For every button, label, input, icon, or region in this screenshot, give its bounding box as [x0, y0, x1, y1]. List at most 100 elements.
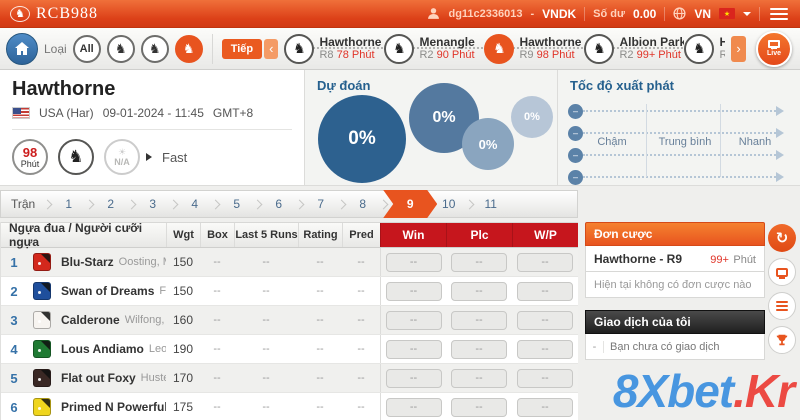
- wp-odds-button[interactable]: --: [517, 397, 573, 417]
- col-header-pred[interactable]: Pred: [342, 223, 380, 247]
- col-header-last5[interactable]: Last 5 Runs: [234, 223, 298, 247]
- lane-marker-icon: –: [568, 125, 583, 141]
- tab-race-11[interactable]: 11: [484, 197, 497, 211]
- win-odds-button[interactable]: --: [385, 368, 442, 388]
- scroll-left-button[interactable]: ‹: [264, 38, 279, 59]
- race-card-1[interactable]: ♞ Hawthorne R8 78 Phút: [284, 28, 384, 70]
- chevron-down-icon[interactable]: [743, 11, 751, 16]
- brand-logo[interactable]: ♞ RCB988: [10, 5, 98, 23]
- last5-value: --: [262, 256, 270, 268]
- jockey-silks: [33, 398, 51, 416]
- leaderboard-button[interactable]: [768, 326, 796, 354]
- tab-separator: [126, 199, 137, 209]
- horse-name[interactable]: Lous Andiamo: [61, 342, 144, 356]
- race-track-name: Menangle: [419, 35, 475, 49]
- countdown-value: 98: [22, 144, 38, 160]
- win-odds-button[interactable]: --: [385, 310, 442, 330]
- col-header-rating[interactable]: Rating: [298, 223, 342, 247]
- speed-label-medium: Trung bình: [658, 136, 712, 148]
- rating-value: --: [316, 256, 324, 268]
- tab-race-10[interactable]: 10: [442, 197, 456, 211]
- wp-odds-button[interactable]: --: [517, 310, 573, 330]
- username[interactable]: dg11c2336013: [448, 7, 523, 20]
- wp-odds-button[interactable]: --: [517, 368, 573, 388]
- tab-race-4[interactable]: 4: [191, 197, 199, 211]
- wp-odds-button[interactable]: --: [517, 339, 573, 359]
- tab-race-7[interactable]: 7: [317, 197, 325, 211]
- tab-race-3[interactable]: 3: [149, 197, 157, 211]
- results-list-button[interactable]: [768, 292, 796, 320]
- horse-name[interactable]: Primed N Powerful: [61, 400, 166, 414]
- divider: [646, 104, 647, 177]
- watermark-suffix: .Kr: [733, 365, 795, 417]
- arrow-right-icon: [776, 128, 784, 138]
- filter-harness-button[interactable]: ♞: [174, 34, 203, 63]
- plc-odds-button[interactable]: --: [451, 339, 507, 359]
- plc-odds-button[interactable]: --: [451, 397, 507, 417]
- lane-marker-icon: –: [568, 169, 583, 185]
- home-button[interactable]: [6, 32, 38, 65]
- bet-slip-empty-message: Hiện tại không có đơn cược nào: [585, 272, 765, 298]
- plc-odds-button[interactable]: --: [451, 310, 507, 330]
- race-track-name: Hawthorne: [319, 35, 382, 49]
- tab-race-5[interactable]: 5: [233, 197, 241, 211]
- tab-race-1[interactable]: 1: [65, 197, 73, 211]
- race-card-3-active[interactable]: ♞ Hawthorne R9 98 Phút: [484, 28, 584, 70]
- horse-name[interactable]: Flat out Foxy: [61, 371, 136, 385]
- tab-race-8[interactable]: 8: [359, 197, 367, 211]
- track-condition: Fast: [162, 149, 188, 165]
- next-races-button[interactable]: Tiếp: [221, 38, 263, 59]
- horse-name[interactable]: Blu-Starz: [61, 255, 114, 269]
- col-header-win[interactable]: Win: [380, 223, 446, 247]
- horse-name[interactable]: Calderone: [61, 313, 120, 327]
- race-card-4[interactable]: ♞ Albion Park R2 99+ Phút: [584, 28, 684, 70]
- lane-marker-icon: –: [568, 147, 583, 163]
- win-odds-button[interactable]: --: [385, 252, 442, 272]
- race-number: R9: [519, 49, 534, 61]
- plc-odds-button[interactable]: --: [451, 368, 507, 388]
- win-odds-button[interactable]: --: [385, 397, 442, 417]
- last5-value: --: [262, 314, 270, 326]
- balance-value[interactable]: 0.00: [632, 6, 657, 21]
- wp-odds-button[interactable]: --: [517, 281, 573, 301]
- col-header-box[interactable]: Box: [200, 223, 234, 247]
- win-odds-button[interactable]: --: [385, 339, 442, 359]
- live-label: Live: [766, 50, 781, 57]
- box-value: --: [213, 314, 221, 326]
- user-icon: [428, 8, 440, 19]
- menu-button[interactable]: [768, 6, 790, 22]
- box-value: --: [213, 343, 221, 355]
- live-button[interactable]: Live: [756, 30, 792, 67]
- currency-code[interactable]: VNDK: [542, 6, 577, 21]
- col-header-wgt[interactable]: Wgt: [166, 223, 200, 247]
- race-card-5[interactable]: ♞ Hawthorne R10 99+ Phút: [684, 28, 725, 70]
- weight-value: 190: [172, 342, 194, 356]
- horse-name[interactable]: Swan of Dreams: [61, 284, 155, 298]
- last5-value: --: [262, 372, 270, 384]
- jockey-name: Husted, ...: [140, 372, 166, 384]
- filter-all-button[interactable]: All: [72, 34, 101, 63]
- tab-race-2[interactable]: 2: [107, 197, 115, 211]
- win-odds-button[interactable]: --: [385, 281, 442, 301]
- plc-odds-button[interactable]: --: [451, 281, 507, 301]
- tab-race-6[interactable]: 6: [275, 197, 283, 211]
- scroll-right-button[interactable]: ›: [731, 35, 746, 62]
- col-header-wp[interactable]: W/P: [512, 223, 578, 247]
- language-code[interactable]: VN: [694, 6, 711, 21]
- home-icon: [15, 42, 29, 55]
- wp-odds-button[interactable]: --: [517, 252, 573, 272]
- filter-greyhound-button[interactable]: ♞: [140, 34, 169, 63]
- bet-slip-race-name: Hawthorne - R9: [594, 251, 683, 266]
- col-header-horse[interactable]: Ngựa đua / Người cưỡi ngựa: [9, 221, 143, 249]
- tab-race-9-active[interactable]: 9: [383, 190, 437, 218]
- filter-thoroughbred-button[interactable]: ♞: [106, 34, 135, 63]
- vietnam-flag-icon[interactable]: ★: [719, 8, 735, 19]
- horse-logo-icon: ♞: [10, 5, 30, 22]
- bet-slip-race-row: Hawthorne - R9 99+ Phút: [585, 246, 765, 272]
- refresh-button[interactable]: ↻: [768, 224, 796, 252]
- rating-value: --: [316, 343, 324, 355]
- plc-odds-button[interactable]: --: [451, 252, 507, 272]
- race-card-2[interactable]: ♞ Menangle R2 90 Phút: [384, 28, 484, 70]
- live-stream-button[interactable]: [768, 258, 796, 286]
- col-header-plc[interactable]: Plc: [446, 223, 512, 247]
